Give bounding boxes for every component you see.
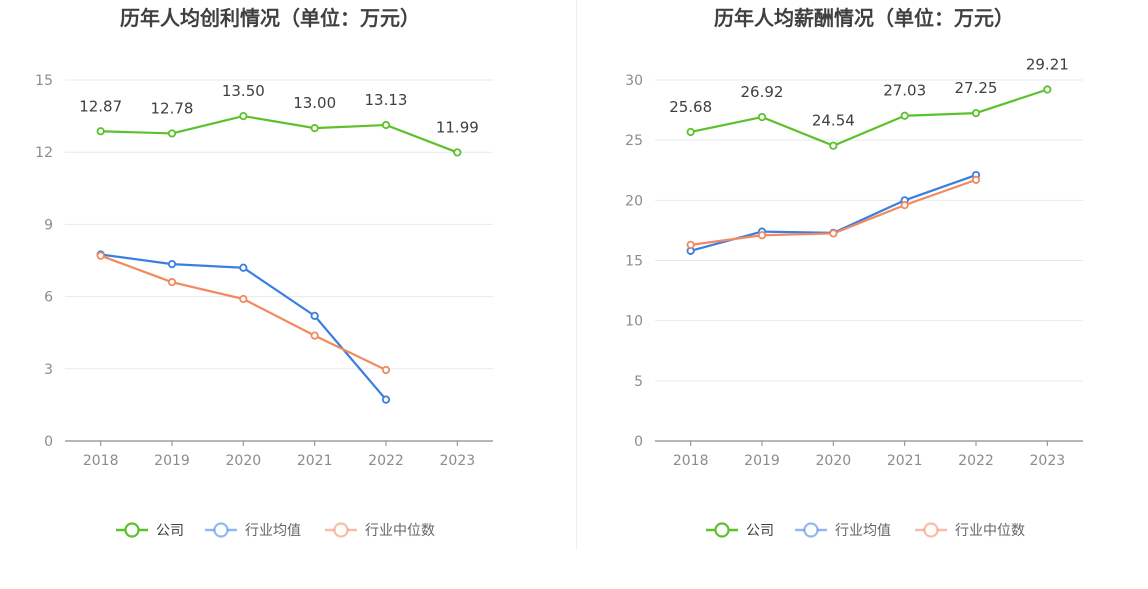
legend-item-industry-avg[interactable]: 行业均值 — [795, 522, 891, 539]
y-tick-label: 10 — [625, 314, 643, 330]
x-tick-label: 2018 — [673, 453, 709, 469]
x-tick-label: 2018 — [83, 453, 119, 469]
point-industry-median[interactable] — [381, 365, 391, 375]
y-tick-label: 25 — [625, 133, 643, 149]
y-tick-label: 0 — [44, 434, 53, 450]
legend-item-industry-median[interactable]: 行业中位数 — [915, 522, 1025, 539]
series-line-industry-median — [100, 254, 387, 371]
point-industry-avg[interactable] — [310, 311, 319, 320]
x-tick-label: 2022 — [368, 453, 404, 469]
x-tick-label: 2023 — [1030, 453, 1066, 469]
data-label: 13.00 — [293, 94, 336, 112]
y-tick-label: 6 — [44, 290, 53, 306]
salary-per-capita-chart: 历年人均薪酬情况（单位：万元） 0 5 10 15 20 25 30 2018 2019 2020 2… — [625, 6, 1083, 539]
point-company[interactable] — [167, 129, 177, 138]
data-label: 11.99 — [436, 118, 479, 136]
point-company[interactable] — [971, 108, 981, 118]
point-company[interactable] — [239, 112, 248, 121]
x-tick-label: 2021 — [297, 453, 333, 469]
legend-marker — [213, 522, 229, 538]
point-industry-median[interactable] — [686, 240, 695, 249]
legend-label: 行业均值 — [245, 523, 301, 539]
point-company[interactable] — [829, 141, 838, 150]
x-tick-label: 2019 — [154, 453, 190, 469]
series-line-company — [690, 88, 1048, 147]
point-industry-median[interactable] — [757, 231, 767, 240]
data-label: 24.54 — [812, 112, 855, 130]
series-line-industry-avg — [100, 253, 387, 401]
point-company[interactable] — [1043, 85, 1052, 94]
point-industry-avg[interactable] — [381, 395, 391, 404]
legend-marker — [333, 522, 349, 538]
legend-marker — [714, 522, 730, 538]
point-industry-avg[interactable] — [239, 263, 248, 272]
x-tick-label: 2022 — [958, 453, 994, 469]
legend-item-company[interactable]: 公司 — [706, 522, 774, 539]
point-company[interactable] — [310, 124, 319, 133]
data-label: 13.50 — [222, 82, 265, 100]
legend-item-company[interactable]: 公司 — [116, 522, 184, 539]
x-tick-label: 2020 — [816, 453, 852, 469]
legend-marker — [803, 522, 819, 538]
point-industry-median[interactable] — [239, 294, 248, 304]
x-tick-label: 2021 — [887, 453, 923, 469]
x-tick-label: 2023 — [440, 453, 476, 469]
legend-label: 行业均值 — [835, 523, 891, 539]
point-company[interactable] — [686, 127, 695, 137]
y-tick-label: 12 — [35, 145, 53, 161]
data-label: 12.78 — [151, 99, 194, 117]
point-company[interactable] — [757, 112, 767, 122]
chart-title: 历年人均薪酬情况（单位：万元） — [714, 6, 1014, 30]
data-label: 26.92 — [741, 83, 784, 101]
data-label: 25.68 — [669, 98, 712, 116]
point-industry-median[interactable] — [971, 175, 981, 184]
legend-label: 行业中位数 — [365, 523, 435, 539]
y-tick-label: 0 — [634, 434, 643, 450]
legend-marker — [124, 522, 140, 538]
y-tick-label: 15 — [625, 254, 643, 270]
point-industry-median[interactable] — [310, 331, 319, 340]
profit-per-capita-chart: 历年人均创利情况（单位：万元） 0 3 6 9 12 15 2018 2019 2020 2021 2… — [35, 6, 493, 539]
point-industry-avg[interactable] — [167, 260, 177, 269]
data-label: 27.25 — [955, 79, 998, 97]
data-label: 12.87 — [79, 97, 122, 115]
data-label: 29.21 — [1026, 56, 1069, 74]
point-company[interactable] — [381, 120, 391, 130]
x-tick-label: 2019 — [744, 453, 780, 469]
point-industry-median[interactable] — [900, 201, 909, 210]
point-company[interactable] — [900, 111, 909, 120]
legend-label: 公司 — [156, 523, 184, 539]
point-industry-median[interactable] — [167, 278, 177, 287]
y-tick-label: 5 — [634, 374, 643, 390]
chart-divider — [576, 0, 577, 550]
y-tick-label: 3 — [44, 362, 53, 378]
y-tick-label: 15 — [35, 73, 53, 89]
data-label: 13.13 — [365, 91, 408, 109]
legend-item-industry-avg[interactable]: 行业均值 — [205, 522, 301, 539]
chart-title: 历年人均创利情况（单位：万元） — [120, 6, 420, 30]
point-industry-median[interactable] — [96, 251, 105, 260]
legend-label: 公司 — [746, 523, 774, 539]
point-company[interactable] — [96, 127, 105, 136]
point-industry-median[interactable] — [829, 229, 838, 238]
legend-item-industry-median[interactable]: 行业中位数 — [325, 522, 435, 539]
x-tick-label: 2020 — [226, 453, 262, 469]
point-company[interactable] — [453, 148, 462, 157]
y-tick-label: 20 — [625, 193, 643, 209]
y-tick-label: 30 — [625, 73, 643, 89]
data-label: 27.03 — [883, 82, 926, 100]
legend-marker — [923, 522, 939, 538]
y-tick-label: 9 — [44, 217, 53, 233]
series-line-company — [100, 114, 458, 154]
legend-label: 行业中位数 — [955, 523, 1025, 539]
